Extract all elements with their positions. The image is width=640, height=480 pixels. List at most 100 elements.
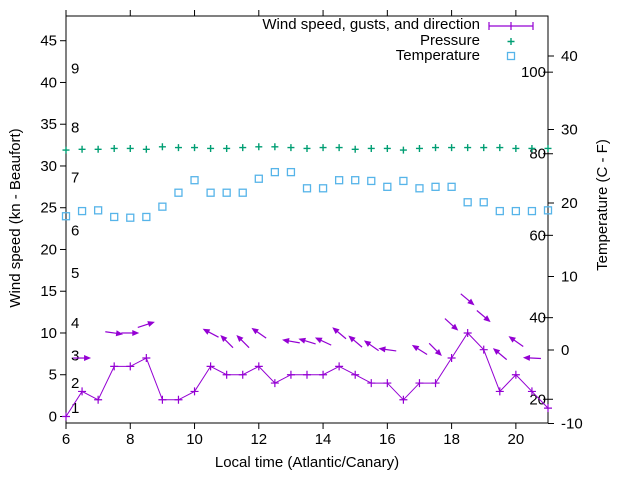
- fahrenheit-scale-label: 80: [529, 146, 546, 163]
- wind-speed-point: [190, 387, 199, 396]
- y-left-tick-label: 35: [40, 116, 57, 133]
- temperature-point: [302, 184, 312, 193]
- x-tick-label: 12: [250, 431, 267, 448]
- beaufort-scale-label: 5: [71, 265, 79, 282]
- gust-arrow-head: [147, 321, 155, 327]
- x-tick-label: 18: [443, 431, 460, 448]
- pressure-point: [126, 144, 134, 152]
- pressure-point: [335, 144, 343, 152]
- wind-speed-point: [431, 379, 440, 388]
- y-axis-left-label: Wind speed (kn - Beaufort): [7, 128, 24, 308]
- pressure-point: [174, 144, 182, 152]
- temperature-point: [495, 206, 504, 216]
- y-left-tick-label: 30: [40, 158, 57, 175]
- wind-speed-point: [383, 379, 392, 388]
- pressure-point: [432, 144, 440, 152]
- pressure-point: [271, 143, 279, 151]
- gust-arrow-head: [451, 323, 459, 331]
- temperature-point: [479, 198, 488, 207]
- gust-arrow-head: [314, 337, 323, 344]
- gust-arrow-head: [434, 348, 442, 357]
- pressure-point: [142, 145, 150, 153]
- wind-speed-point: [174, 395, 183, 404]
- temperature-point: [543, 206, 553, 215]
- y-axis-right-label: Temperature (C - F): [594, 139, 611, 271]
- pressure-point: [223, 144, 231, 152]
- beaufort-scale-label: 7: [71, 170, 79, 187]
- wind-speed-point: [447, 354, 456, 363]
- wind-speed-point: [94, 395, 103, 404]
- fahrenheit-scale-label: 60: [529, 227, 546, 244]
- pressure-point: [255, 143, 263, 151]
- gust-arrow-head: [282, 338, 290, 344]
- pressure-point: [62, 146, 70, 154]
- pressure-point: [287, 144, 295, 152]
- y-right-tick-label: 20: [561, 195, 578, 212]
- legend-label-temperature: Temperature: [395, 47, 480, 64]
- y-right-tick-label: 40: [561, 48, 578, 65]
- gust-arrow-head: [467, 298, 475, 306]
- pressure-point: [319, 144, 327, 152]
- legend-marker-temperature: [506, 51, 516, 61]
- wind-speed-point: [335, 362, 344, 371]
- temperature-point: [447, 182, 456, 191]
- legend-label-wind: Wind speed, gusts, and direction: [262, 16, 480, 33]
- x-tick-label: 6: [62, 431, 70, 448]
- wind-speed-point: [254, 362, 263, 371]
- wind-speed-point: [463, 328, 472, 337]
- pressure-point: [415, 144, 423, 152]
- pressure-point: [512, 144, 520, 152]
- gust-arrow-head: [483, 315, 491, 323]
- gust-arrow-head: [411, 344, 420, 352]
- wind-speed-point: [158, 395, 167, 404]
- temperature-point: [174, 188, 183, 197]
- gust-arrow-head: [508, 336, 516, 343]
- wind-speed-point: [511, 370, 520, 379]
- y-left-tick-label: 10: [40, 325, 57, 342]
- pressure-point: [94, 145, 102, 153]
- wind-speed-point: [367, 379, 376, 388]
- pressure-point: [399, 146, 407, 154]
- pressure-point: [351, 145, 359, 153]
- temperature-point: [77, 206, 87, 216]
- y-right-tick-label: -10: [561, 416, 583, 433]
- wind-speed-point: [78, 387, 87, 396]
- pressure-point: [464, 144, 472, 152]
- gust-arrow-head: [115, 330, 124, 337]
- pressure-point: [158, 143, 166, 151]
- wind-speed-point: [319, 370, 328, 379]
- temperature-point: [318, 184, 328, 193]
- y-left-tick-label: 20: [40, 241, 57, 258]
- temperature-point: [158, 202, 167, 211]
- temperature-point: [351, 176, 360, 185]
- pressure-point: [367, 144, 375, 152]
- x-axis-label: Local time (Atlantic/Canary): [214, 454, 400, 471]
- wind-speed-point: [415, 379, 424, 388]
- temperature-point: [383, 182, 392, 191]
- legend-marker-pressure: [507, 38, 515, 45]
- y-left-tick-label: 40: [40, 74, 57, 91]
- pressure-point: [528, 144, 536, 152]
- wind-speed-point: [479, 345, 488, 354]
- gust-arrow-head: [132, 329, 140, 336]
- y-left-tick-label: 25: [40, 200, 57, 217]
- temperature-point: [270, 167, 280, 177]
- beaufort-scale-label: 6: [71, 222, 79, 239]
- temperature-point: [415, 184, 424, 193]
- temperature-point: [126, 213, 135, 222]
- gust-arrow-head: [348, 335, 356, 343]
- fahrenheit-scale-label: 20: [529, 391, 546, 408]
- gust-arrow-head: [378, 346, 386, 353]
- pressure-point: [448, 144, 456, 152]
- gust-arrow-head: [236, 334, 244, 343]
- y-left-tick-label: 5: [49, 367, 57, 384]
- wind-speed-point: [142, 354, 151, 363]
- pressure-point: [110, 144, 118, 152]
- wind-speed-point: [206, 362, 215, 371]
- pressure-point: [544, 144, 552, 152]
- y-right-tick-label: 0: [561, 342, 569, 359]
- x-tick-label: 10: [186, 431, 203, 448]
- y-left-tick-label: 0: [49, 408, 57, 425]
- temperature-point: [254, 174, 263, 183]
